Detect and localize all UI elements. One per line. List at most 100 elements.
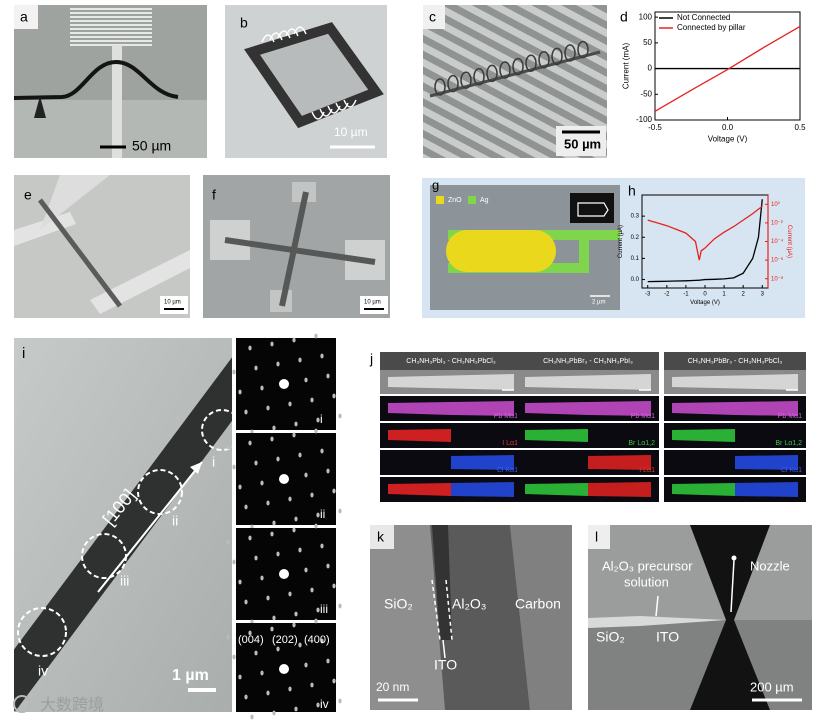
diffraction-spot xyxy=(226,539,230,545)
diffraction-spot xyxy=(298,642,302,648)
series-line xyxy=(647,205,763,261)
wire-loop xyxy=(499,61,511,79)
column-title: CH₃NH₃PbI₃ - CH₃NH₃PbCl₃ xyxy=(406,358,496,365)
y-tick-label: 0.3 xyxy=(631,214,640,220)
ito-boundary xyxy=(431,579,441,641)
map-label: Pb Mα1 xyxy=(494,413,518,420)
diffraction-spot xyxy=(338,603,342,609)
series-line xyxy=(647,199,763,283)
optical-content xyxy=(588,525,812,710)
scale-bar-label: 2 µm xyxy=(592,300,605,306)
diffraction-spot xyxy=(298,452,302,458)
map-label: I Lα1 xyxy=(639,467,655,474)
diffraction-spot xyxy=(244,504,248,510)
diffraction-spot xyxy=(226,349,230,355)
central-spot xyxy=(279,474,289,484)
diffraction-spot xyxy=(314,618,318,624)
diffraction-spot xyxy=(304,662,308,668)
y2-axis-label: Current (µA) xyxy=(786,225,792,258)
diffraction-spot xyxy=(294,421,298,427)
element-signal xyxy=(388,402,451,415)
legend-label: Not Connected xyxy=(677,13,730,22)
diffraction-spot xyxy=(254,460,258,466)
annotation: solution xyxy=(624,574,669,589)
region-label: iv xyxy=(38,663,48,679)
annotation: Al₂O₃ precursor xyxy=(602,558,693,573)
diffraction-spot xyxy=(310,492,314,498)
electrode xyxy=(14,212,76,246)
central-spot xyxy=(279,569,289,579)
scale-bar-label: 10 µm xyxy=(164,300,181,306)
diffraction-spot xyxy=(232,369,236,375)
pointer-dot xyxy=(731,555,737,561)
diffraction-spot xyxy=(226,634,230,640)
diffraction-spot xyxy=(248,440,252,446)
y-tick-label: -50 xyxy=(640,89,652,98)
y-tick-label: 0 xyxy=(648,64,653,73)
nanowire xyxy=(38,198,122,308)
plot-frame xyxy=(654,11,801,121)
diffraction-spot xyxy=(294,611,298,617)
diffraction-spot xyxy=(310,682,314,688)
scale-bar-label: 10 µm xyxy=(334,125,368,139)
x-tick-label: 0.5 xyxy=(794,123,806,132)
tem-content xyxy=(430,525,572,710)
region-label: Al₂O₃ xyxy=(452,596,486,612)
x-tick-label: 3 xyxy=(761,292,765,298)
x-tick-label: 2 xyxy=(742,292,746,298)
element-signal xyxy=(672,483,735,496)
diffraction-spot xyxy=(314,428,318,434)
diffraction-spot xyxy=(294,706,298,712)
arrow-head xyxy=(190,462,202,474)
inset-outline xyxy=(577,202,609,217)
diffraction-spot xyxy=(326,563,330,569)
diffraction-spot xyxy=(270,341,274,347)
panel-label: j xyxy=(369,351,373,367)
scale-bar-label: 20 nm xyxy=(376,680,409,694)
diffraction-spot xyxy=(260,480,264,486)
diffraction-spot xyxy=(276,646,280,652)
panel-label: i xyxy=(22,345,25,362)
map-label: Cl Kα1 xyxy=(497,467,518,474)
wire-loop xyxy=(564,44,576,62)
scale-bar-label: 200 µm xyxy=(750,679,794,694)
diffraction-spot xyxy=(314,523,318,529)
wire-loop xyxy=(486,64,498,83)
diffraction-spot xyxy=(298,357,302,363)
wire-loop xyxy=(538,51,550,69)
diffraction-spot xyxy=(266,405,270,411)
diffraction-spot xyxy=(232,464,236,470)
diffraction-spot xyxy=(292,337,296,343)
region-label: i xyxy=(212,454,215,470)
y-tick-label: 50 xyxy=(643,38,652,47)
central-spot xyxy=(279,664,289,674)
diffraction-spot xyxy=(266,690,270,696)
x-axis-label: Voltage (V) xyxy=(708,134,748,143)
electrode xyxy=(40,175,110,230)
wire-loop xyxy=(473,68,485,86)
label-box xyxy=(370,525,394,549)
selected-area xyxy=(17,607,67,657)
y-axis-label: Current (mA) xyxy=(621,43,630,90)
diffraction-spot xyxy=(304,377,308,383)
pointer xyxy=(655,595,659,617)
x-tick-label: -3 xyxy=(645,292,651,298)
map-label: Pb Mα1 xyxy=(778,413,802,420)
diffraction-spot xyxy=(260,385,264,391)
diffraction-spot xyxy=(332,583,336,589)
wire-loop xyxy=(261,34,275,43)
nanowire xyxy=(388,374,514,390)
ito-boundary xyxy=(445,579,453,641)
diffraction-spot xyxy=(332,488,336,494)
y2-tick-label: 10⁻⁴ xyxy=(771,238,784,245)
y-tick-label: 0.2 xyxy=(631,235,640,241)
diffraction-spot xyxy=(244,409,248,415)
element-signal xyxy=(451,482,514,497)
column-title: CH₃NH₃PbBr₃ - CH₃NH₃PbCl₃ xyxy=(688,358,783,365)
diffraction-spot xyxy=(248,345,252,351)
diffraction-spot xyxy=(260,670,264,676)
diffraction-spot xyxy=(276,551,280,557)
watermark: 大数跨境 xyxy=(40,695,104,714)
diffraction-spot xyxy=(304,472,308,478)
diffraction-spot xyxy=(310,587,314,593)
